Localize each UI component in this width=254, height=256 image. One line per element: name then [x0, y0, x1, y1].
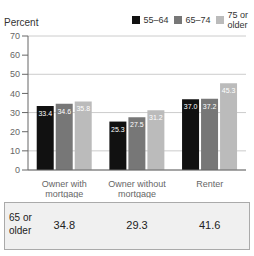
html-text:55–64: 55–64: [143, 15, 169, 25]
svg-text:45.3: 45.3: [222, 87, 236, 94]
svg-text:31.2: 31.2: [149, 114, 163, 121]
svg-text:10: 10: [10, 146, 20, 156]
svg-text:37.0: 37.0: [184, 103, 198, 110]
svg-text:37.2: 37.2: [203, 103, 217, 110]
svg-text:25.3: 25.3: [111, 126, 125, 133]
svg-text:20: 20: [10, 127, 20, 137]
svg-text:50: 50: [10, 69, 20, 79]
html-text:29.3: 29.3: [126, 219, 148, 231]
svg-text:70: 70: [10, 31, 20, 41]
svg-text:Owner withoutmortgage: Owner withoutmortgage: [108, 179, 166, 198]
html-text:older: older: [9, 225, 32, 236]
svg-text:35.8: 35.8: [76, 105, 90, 112]
svg-text:Renter: Renter: [196, 179, 223, 189]
html-text:34.8: 34.8: [53, 219, 75, 231]
html-text:65–74: 65–74: [185, 15, 211, 25]
svg-text:60: 60: [10, 50, 20, 60]
html-text:41.6: 41.6: [198, 219, 221, 231]
svg-text:Owner withmortgage: Owner withmortgage: [42, 179, 87, 198]
svg-text:27.5: 27.5: [130, 121, 144, 128]
svg-text:40: 40: [10, 89, 20, 99]
html-text:65 or: 65 or: [9, 212, 32, 223]
html-text:75 or: 75 or: [227, 10, 248, 20]
svg-text:34.6: 34.6: [57, 108, 71, 115]
svg-text:30: 30: [10, 108, 20, 118]
html-text:older: older: [227, 20, 248, 30]
svg-text:0: 0: [15, 165, 20, 175]
svg-text:33.4: 33.4: [38, 110, 52, 117]
html-text:Percent: Percent: [4, 17, 39, 28]
